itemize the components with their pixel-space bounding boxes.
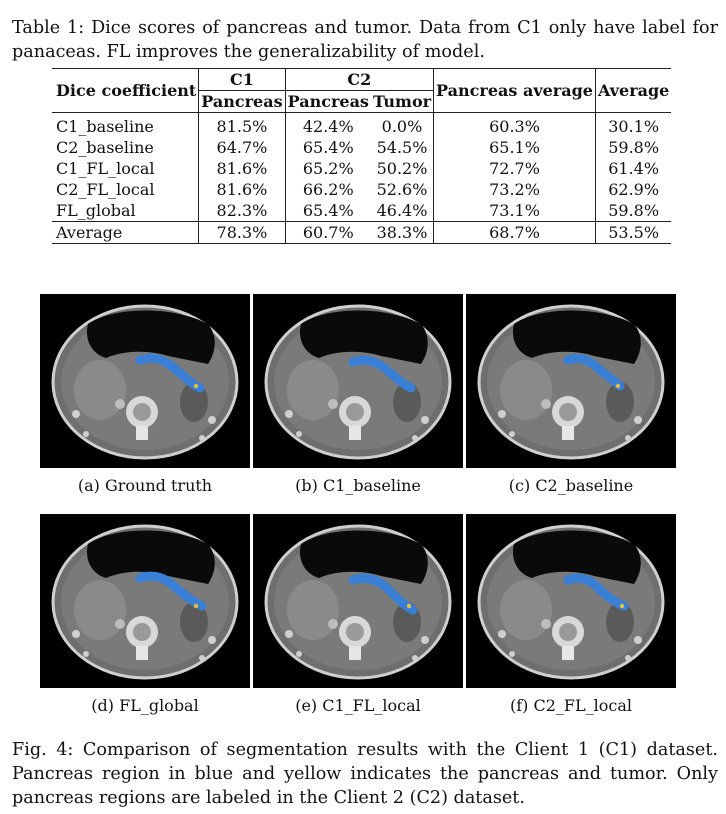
panel-caption: (e) C1_FL_local xyxy=(295,696,421,715)
table-cell: 61.4% xyxy=(608,159,660,178)
table-cell: 82.3% xyxy=(198,200,286,222)
table-cell: 59.8% xyxy=(608,138,660,157)
ct-scan-image xyxy=(466,294,676,468)
row-label: FL_global xyxy=(52,200,200,222)
table-row: C1_FL_local 81.6% 65.2% 50.2% 72.7% 61.4% xyxy=(52,158,671,179)
ct-scan-image xyxy=(253,514,463,688)
table-row: C1_baseline 81.5% 42.4% 0.0% 60.3% 30.1% xyxy=(52,112,671,137)
panel-caption: (a) Ground truth xyxy=(77,476,213,495)
ct-scan-image xyxy=(40,294,250,468)
row-label: C1_FL_local xyxy=(52,158,200,179)
figure-panel: (b) C1_baseline xyxy=(253,294,463,495)
table-cell: 30.1% xyxy=(608,117,660,136)
subheader-c1-pancreas: Pancreas xyxy=(198,90,286,113)
header-average: Average xyxy=(595,68,672,113)
table-cell: 38.3% xyxy=(370,221,435,244)
table-cell: 42.4% xyxy=(302,117,354,136)
table-cell: 81.6% xyxy=(198,158,286,179)
table-cell: 62.9% xyxy=(608,180,660,199)
table-cell: 0.0% xyxy=(370,112,435,137)
table-cell: 65.2% xyxy=(302,159,354,178)
dice-table: Dice coefficient C1 C2 Pancreas average … xyxy=(52,68,672,244)
ct-scan-image xyxy=(253,294,463,468)
row-label: C1_baseline xyxy=(52,112,200,137)
table-cell: 50.2% xyxy=(370,158,435,179)
row-label: C2_FL_local xyxy=(52,179,200,200)
table-cell: 59.8% xyxy=(608,201,660,220)
ct-scan-image xyxy=(466,514,676,688)
table-caption: Table 1: Dice scores of pancreas and tum… xyxy=(12,18,718,62)
row-label: C2_baseline xyxy=(52,137,200,158)
table-cell: 66.2% xyxy=(302,180,354,199)
figure-panel: (f) C2_FL_local xyxy=(466,514,676,715)
table-cell: 64.7% xyxy=(198,137,286,158)
figure-caption: Fig. 4: Comparison of segmentation resul… xyxy=(12,740,718,808)
table-cell: 52.6% xyxy=(370,179,435,200)
table-row: C2_FL_local 81.6% 66.2% 52.6% 73.2% 62.9% xyxy=(52,179,671,200)
table-cell: 46.4% xyxy=(370,200,435,222)
table-cell: 65.1% xyxy=(433,137,596,158)
figure-panel: (d) FL_global xyxy=(40,514,250,715)
table-cell: 81.5% xyxy=(198,112,286,137)
corner-header: Dice coefficient xyxy=(52,68,200,113)
figure-panel: (e) C1_FL_local xyxy=(253,514,463,715)
table-cell: 60.3% xyxy=(433,112,596,137)
table-cell: 81.6% xyxy=(198,179,286,200)
table-cell: 72.7% xyxy=(433,158,596,179)
group-header-c1: C1 xyxy=(198,68,286,91)
panel-caption: (f) C2_FL_local xyxy=(509,696,632,715)
table-cell: 78.3% xyxy=(198,221,286,244)
table-row-average: Average 78.3% 60.7% 38.3% 68.7% 53.5% xyxy=(52,221,672,244)
ct-scan-image xyxy=(40,514,250,688)
table-cell: 73.2% xyxy=(433,179,596,200)
table-header-row-2: Pancreas Pancreas Tumor xyxy=(52,90,671,113)
table-row: C2_baseline 64.7% 65.4% 54.5% 65.1% 59.8% xyxy=(52,137,671,158)
table-cell: 53.5% xyxy=(595,221,672,244)
table-header-row-1: Dice coefficient C1 C2 Pancreas average … xyxy=(52,68,672,113)
group-header-c2: C2 xyxy=(285,68,435,91)
row-label: Average xyxy=(52,221,200,244)
panel-caption: (d) FL_global xyxy=(91,696,199,715)
subheader-c2-tumor: Tumor xyxy=(370,90,435,113)
table-cell: 68.7% xyxy=(433,221,596,244)
header-pancreas-average: Pancreas average xyxy=(433,68,596,113)
panel-caption: (b) C1_baseline xyxy=(295,476,421,495)
table-cell: 65.4% xyxy=(302,138,354,157)
table-cell: 54.5% xyxy=(370,137,435,158)
table-cell: 60.7% xyxy=(285,221,371,244)
table-cell: 73.1% xyxy=(433,200,596,222)
figure-panel: (c) C2_baseline xyxy=(466,294,676,495)
table-cell: 65.4% xyxy=(302,201,354,220)
table-row: FL_global 82.3% 65.4% 46.4% 73.1% 59.8% xyxy=(52,200,671,222)
panel-caption: (c) C2_baseline xyxy=(508,476,634,495)
subheader-c2-pancreas: Pancreas xyxy=(285,90,371,113)
figure-panel: (a) Ground truth xyxy=(40,294,250,495)
